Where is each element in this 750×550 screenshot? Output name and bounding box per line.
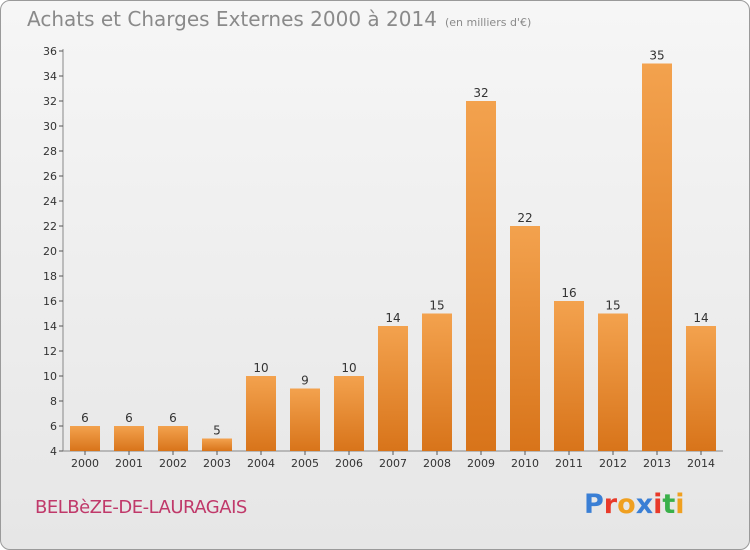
x-tick-label: 2006 <box>335 457 363 470</box>
x-tick-label: 2008 <box>423 457 451 470</box>
x-tick-label: 2009 <box>467 457 495 470</box>
x-tick-label: 2005 <box>291 457 319 470</box>
bar-value-label: 6 <box>125 411 133 425</box>
bar-2010[interactable] <box>510 226 540 451</box>
y-tick-label: 36 <box>43 45 57 58</box>
y-tick-label: 22 <box>43 220 57 233</box>
bar-2006[interactable] <box>334 376 364 451</box>
x-tick-label: 2007 <box>379 457 407 470</box>
y-tick-label: 30 <box>43 120 57 133</box>
bar-value-label: 10 <box>341 361 356 375</box>
y-tick-label: 34 <box>43 70 57 83</box>
bar-2004[interactable] <box>246 376 276 451</box>
bar-value-label: 14 <box>693 311 708 325</box>
x-tick-label: 2010 <box>511 457 539 470</box>
bar-2012[interactable] <box>598 313 628 452</box>
bar-value-label: 9 <box>301 374 309 388</box>
logo-letter: x <box>635 489 654 520</box>
bar-2002[interactable] <box>158 426 188 451</box>
bar-2001[interactable] <box>114 426 144 451</box>
bar-2013[interactable] <box>642 63 672 452</box>
y-tick-label: 8 <box>50 395 57 408</box>
commune-name: BELBèZE-DE-LAURAGAIS <box>35 497 247 518</box>
bar-value-label: 35 <box>649 49 664 63</box>
bar-2011[interactable] <box>554 301 584 451</box>
y-tick-label: 16 <box>43 295 57 308</box>
bar-2007[interactable] <box>378 326 408 451</box>
y-axis: 4 6 8 10 12 14 16 18 20 22 24 26 28 30 32 34 36 <box>43 45 64 458</box>
y-tick-label: 24 <box>43 195 57 208</box>
logo-letter: r <box>603 489 618 520</box>
bar-value-label: 16 <box>561 286 576 300</box>
x-tick-label: 2014 <box>687 457 715 470</box>
title-text: Achats et Charges Externes 2000 à 2014 <box>27 7 437 31</box>
bar-value-label: 5 <box>213 424 221 438</box>
y-tick-label: 14 <box>43 320 57 333</box>
y-tick-label: 26 <box>43 170 57 183</box>
bar-2014[interactable] <box>686 326 716 451</box>
bar-value-label: 10 <box>253 361 268 375</box>
x-tick-label: 2012 <box>599 457 627 470</box>
proxiti-logo[interactable]: Proxiti <box>584 489 685 520</box>
bars: 6 6 6 5 10 9 10 14 15 32 22 16 15 35 14 <box>70 49 716 452</box>
bar-value-label: 6 <box>169 411 177 425</box>
y-tick-label: 12 <box>43 345 57 358</box>
y-tick-label: 4 <box>50 445 57 458</box>
logo-letter: t <box>662 489 676 520</box>
unit-label: (en milliers d'€) <box>444 16 532 29</box>
x-tick-label: 2001 <box>115 457 143 470</box>
bar-value-label: 14 <box>385 311 400 325</box>
y-tick-label: 32 <box>43 95 57 108</box>
bar-2009[interactable] <box>466 101 496 451</box>
x-tick-label: 2003 <box>203 457 231 470</box>
bar-value-label: 32 <box>473 86 488 100</box>
x-tick-label: 2004 <box>247 457 275 470</box>
bar-value-label: 22 <box>517 211 532 225</box>
y-tick-label: 28 <box>43 145 57 158</box>
x-tick-label: 2011 <box>555 457 583 470</box>
bar-2008[interactable] <box>422 313 452 452</box>
bar-2005[interactable] <box>290 388 320 452</box>
bar-value-label: 15 <box>605 299 620 313</box>
y-tick-label: 18 <box>43 270 57 283</box>
x-tick-label: 2013 <box>643 457 671 470</box>
logo-letter: o <box>617 489 636 520</box>
x-tick-label: 2002 <box>159 457 187 470</box>
chart-title: Achats et Charges Externes 2000 à 2014 (e… <box>27 7 531 31</box>
logo-letter: i <box>653 489 663 520</box>
bar-2003[interactable] <box>202 438 232 452</box>
x-tick-label: 2000 <box>71 457 99 470</box>
logo-letter: i <box>675 489 685 520</box>
bar-value-label: 15 <box>429 299 444 313</box>
y-tick-label: 10 <box>43 370 57 383</box>
bar-2000[interactable] <box>70 426 100 451</box>
y-tick-label: 20 <box>43 245 57 258</box>
bar-value-label: 6 <box>81 411 89 425</box>
y-tick-label: 6 <box>50 420 57 433</box>
x-axis: 2000 2001 2002 2003 2004 2005 2006 2007 2008 2009… <box>63 450 723 470</box>
logo-letter: P <box>584 489 604 520</box>
